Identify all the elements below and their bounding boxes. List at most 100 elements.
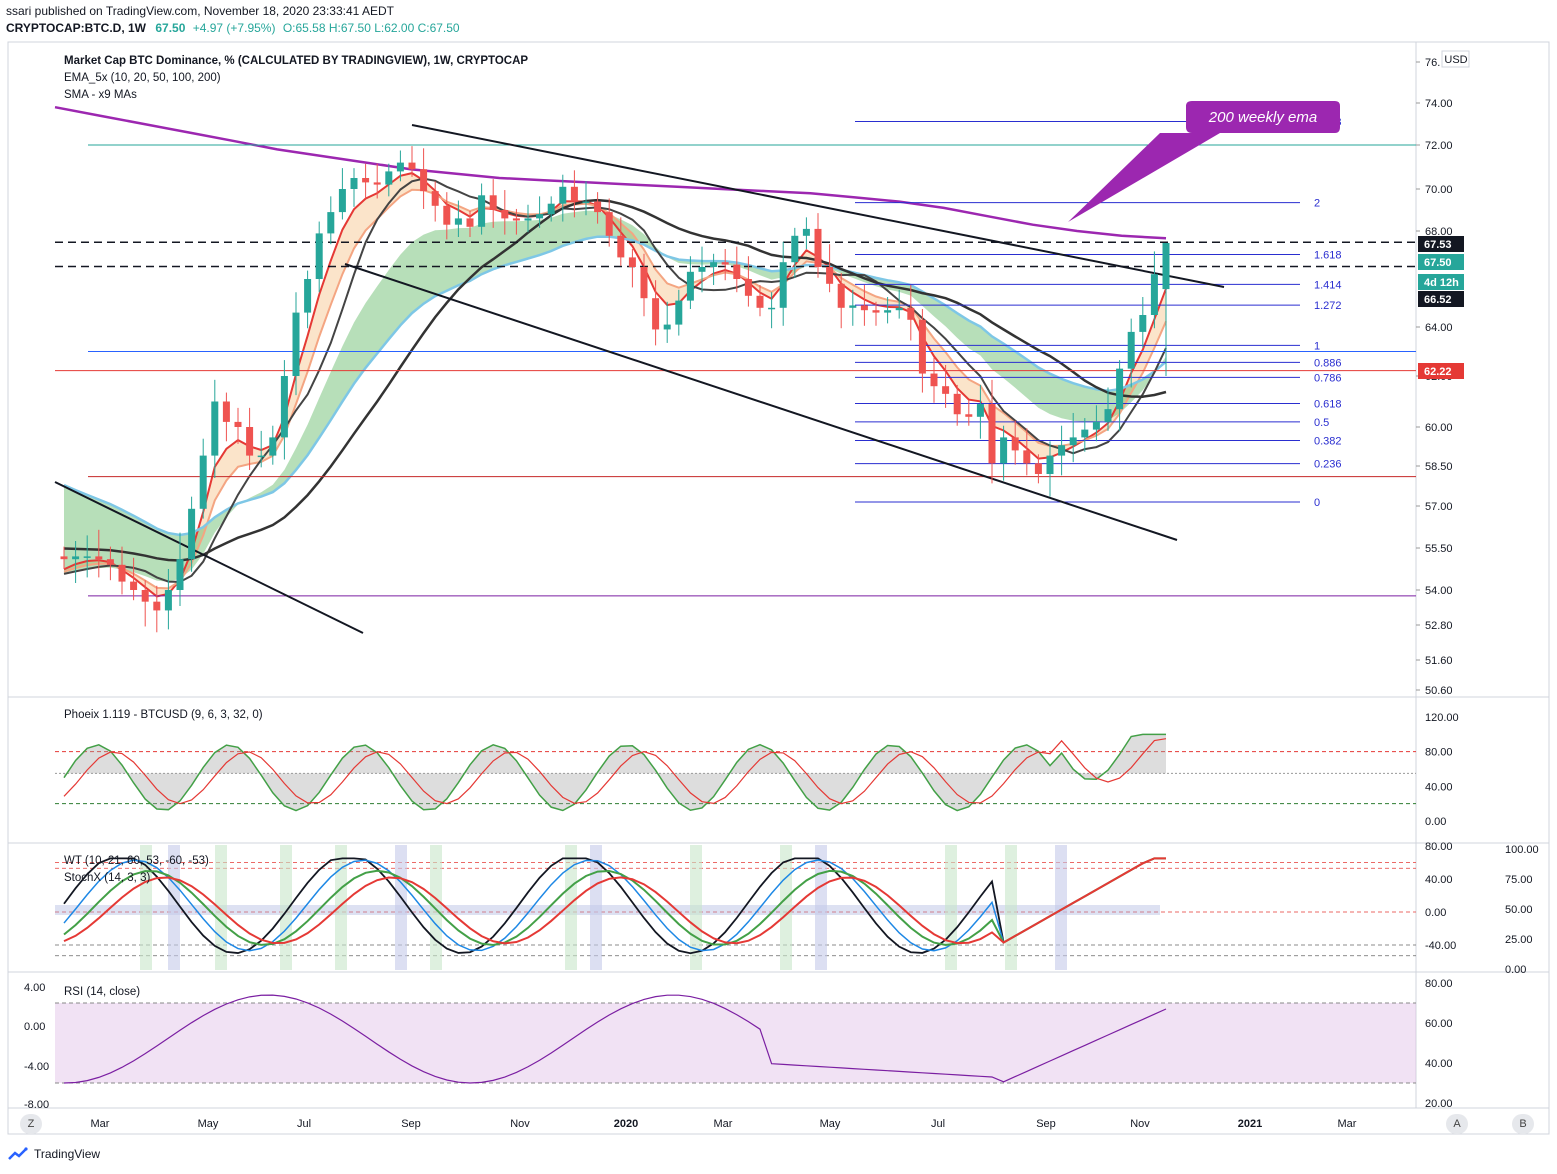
fib-label: 1 bbox=[1314, 340, 1320, 352]
symbol-header: CRYPTOCAP:BTC.D, 1W 67.50 +4.97 (+7.95%)… bbox=[6, 21, 460, 35]
candle-body bbox=[257, 455, 265, 458]
candle-body bbox=[860, 305, 868, 311]
price-label-bg bbox=[1418, 291, 1464, 307]
b-button[interactable]: B bbox=[1512, 1114, 1534, 1134]
phoeix-tick: 80.00 bbox=[1425, 747, 1453, 759]
candle-body bbox=[60, 556, 68, 560]
candle-body bbox=[1162, 243, 1170, 290]
price-tick: 64.00 bbox=[1425, 322, 1453, 334]
candle-body bbox=[756, 295, 764, 308]
annotation-text: 200 weekly ema bbox=[1208, 109, 1317, 126]
chart-canvas[interactable]: 0 0.236 0.382 0.5 0.618 0.786 0.886 1 1.272 1.414… bbox=[0, 38, 1557, 1146]
sma-50-line bbox=[63, 198, 1167, 562]
candle-body bbox=[942, 386, 950, 394]
wt-signal-bar bbox=[1055, 845, 1067, 970]
phoeix-tick: 40.00 bbox=[1425, 781, 1453, 793]
rsi-left-tick: -8.00 bbox=[24, 1099, 49, 1111]
candle-body bbox=[547, 203, 555, 215]
price-axis[interactable]: 76.74.0072.0070.0068.0064.0062.0060.0058… bbox=[1416, 57, 1453, 697]
candle-body bbox=[744, 279, 752, 296]
candle-body bbox=[176, 559, 184, 590]
candle-body bbox=[408, 162, 416, 170]
wt-tick: 0.00 bbox=[1425, 907, 1446, 919]
symbol-label: CRYPTOCAP:BTC.D, 1W bbox=[6, 21, 147, 35]
candle-body bbox=[106, 559, 114, 565]
candle-body bbox=[1058, 445, 1066, 456]
price-label: 67.53 bbox=[1424, 239, 1452, 251]
price-labels: 67.53 67.50 4d 12h 66.52 62.22 bbox=[1418, 236, 1464, 379]
ema-200-line bbox=[54, 105, 1167, 240]
price-tick: 57.00 bbox=[1425, 501, 1453, 513]
price-tick: 58.50 bbox=[1425, 461, 1453, 473]
wt-signal-bar bbox=[815, 845, 827, 970]
zoom-button[interactable]: Z bbox=[20, 1114, 42, 1134]
wt-line bbox=[63, 857, 1166, 952]
time-tick: Mar bbox=[91, 1118, 110, 1130]
brand-text: TradingView bbox=[34, 1147, 101, 1161]
ema-slow-band bbox=[64, 210, 1166, 582]
ohlc-values: O:65.58 H:67.50 L:62.00 C:67.50 bbox=[282, 21, 460, 35]
candle-body bbox=[605, 212, 613, 236]
candle-body bbox=[420, 169, 428, 192]
footer-brand: TradingView bbox=[8, 1147, 100, 1161]
candle-body bbox=[884, 310, 892, 313]
candle-body bbox=[1150, 274, 1158, 315]
rsi-left-tick: 0.00 bbox=[24, 1021, 45, 1033]
wt-signal-bar bbox=[1005, 845, 1017, 970]
publisher-line: ssari published on TradingView.com, Nove… bbox=[6, 4, 395, 18]
candle-body bbox=[431, 191, 439, 206]
candle-body bbox=[350, 178, 358, 189]
wt-line bbox=[63, 857, 1166, 946]
candle-body bbox=[965, 414, 973, 417]
phoeix-pane bbox=[55, 733, 1416, 812]
fib-label: 0.618 bbox=[1314, 399, 1342, 411]
price-tick: 51.60 bbox=[1425, 655, 1453, 667]
last-price: 67.50 bbox=[155, 21, 186, 35]
candle-body bbox=[582, 201, 590, 204]
fib-label: 0.382 bbox=[1314, 436, 1342, 448]
price-label: 67.50 bbox=[1424, 257, 1452, 269]
candle-body bbox=[779, 262, 787, 308]
fib-label: 1.618 bbox=[1314, 250, 1342, 262]
candle-body bbox=[686, 271, 694, 301]
candle-body bbox=[269, 437, 277, 456]
candle-body bbox=[211, 401, 219, 456]
wt-signal-bar bbox=[565, 845, 577, 970]
wt-line bbox=[63, 857, 1166, 945]
candle-body bbox=[907, 307, 915, 320]
main-title: Market Cap BTC Dominance, % (CALCULATED … bbox=[64, 55, 528, 67]
candle-body bbox=[246, 427, 254, 456]
candle-body bbox=[118, 564, 126, 582]
candle-body bbox=[826, 267, 834, 284]
candle-body bbox=[1023, 450, 1031, 464]
price-label: 62.22 bbox=[1424, 366, 1452, 378]
rsi-line bbox=[63, 994, 1167, 1084]
price-tick: 72.00 bbox=[1425, 140, 1453, 152]
candle-body bbox=[698, 267, 706, 272]
price-tick: 76. bbox=[1425, 57, 1440, 69]
candle-body bbox=[362, 178, 370, 183]
trend-lines bbox=[54, 124, 1225, 634]
candle-body bbox=[443, 205, 451, 225]
candle-body bbox=[95, 556, 103, 560]
rsi-tick: 20.00 bbox=[1425, 1098, 1453, 1110]
candle-body bbox=[559, 186, 567, 204]
time-axis[interactable]: Mar May Jul Sep Nov 2020 Mar May Jul Sep Nov 2021 Ma… bbox=[91, 1118, 1357, 1130]
candle-body bbox=[141, 590, 149, 602]
candle-body bbox=[1127, 331, 1135, 369]
candle-body bbox=[72, 556, 80, 560]
candle-body bbox=[872, 310, 880, 313]
candle-body bbox=[164, 590, 172, 611]
rsi-left-tick: 4.00 bbox=[24, 982, 45, 994]
fib-label: 0.786 bbox=[1314, 372, 1342, 384]
candle-body bbox=[373, 182, 381, 185]
annotation-callout: 200 weekly ema bbox=[1068, 101, 1340, 222]
wt-signal-bar bbox=[280, 845, 292, 970]
candle-body bbox=[1092, 421, 1100, 430]
wt-title: WT (10, 21, 60, 53, -60, -53) bbox=[64, 855, 209, 867]
wt-pane bbox=[55, 845, 1416, 970]
candle-body bbox=[188, 508, 196, 560]
ema-fast-band bbox=[64, 173, 1166, 597]
candle-body bbox=[199, 455, 207, 509]
auto-scale-button[interactable]: A bbox=[1446, 1114, 1468, 1134]
